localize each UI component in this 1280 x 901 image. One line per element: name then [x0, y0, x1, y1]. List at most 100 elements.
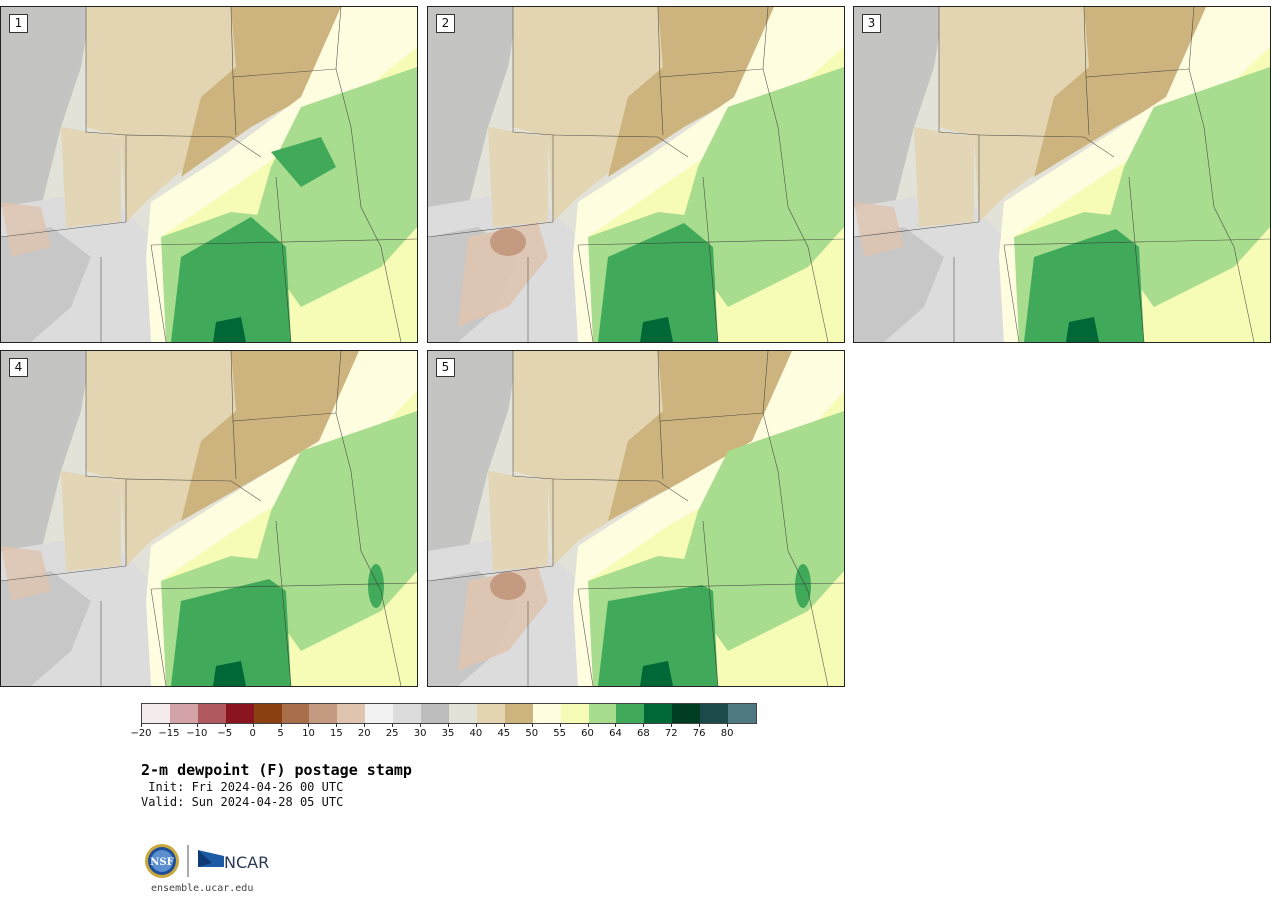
terrain-gray-area — [854, 227, 944, 342]
colorbar-tick-label: 76 — [692, 728, 706, 739]
colorbar-tick-label: 5 — [277, 728, 284, 739]
colorbar-tick-label: 72 — [664, 728, 678, 739]
state-border — [150, 582, 417, 590]
state-border — [125, 478, 262, 502]
member-label-4: 4 — [9, 358, 28, 377]
moist-light-green-region — [251, 67, 417, 307]
ncar-logo-text: NCAR — [224, 853, 269, 872]
state-border — [335, 7, 402, 342]
colorbar-tick-label: 0 — [249, 728, 256, 739]
colorbar-tick — [503, 723, 505, 727]
state-border — [150, 244, 167, 342]
state-border — [577, 588, 594, 686]
colorbar-tick — [531, 723, 533, 727]
colorbar-tick — [727, 723, 729, 727]
colorbar-tick-label: 15 — [329, 728, 343, 739]
state-border — [659, 76, 664, 136]
map-panel-1: 1 — [0, 6, 418, 343]
state-border — [854, 221, 980, 238]
colorbar-swatch — [504, 704, 533, 723]
colorbar-swatch — [393, 704, 422, 723]
dry-tan-area — [61, 471, 121, 571]
state-border — [938, 7, 980, 222]
colorbar-tick-label: −5 — [217, 728, 233, 739]
colorbar-tick-label: −20 — [130, 728, 152, 739]
state-border — [1003, 244, 1020, 342]
state-border — [1188, 7, 1255, 342]
humid-green-region — [171, 217, 291, 342]
terrain-gray-area — [1, 7, 91, 237]
terrain-gray-area — [428, 7, 518, 237]
state-border — [1, 221, 127, 238]
colorbar-swatch — [337, 704, 366, 723]
state-border — [150, 238, 417, 246]
very-humid-patch — [640, 317, 673, 342]
map-panel-2: 2 — [427, 6, 845, 343]
colorbar-swatch — [253, 704, 282, 723]
colorbar-tick — [336, 723, 338, 727]
humid-green-patch — [795, 564, 811, 608]
colorbar-tick — [224, 723, 226, 727]
state-border — [1128, 176, 1145, 342]
state-border — [512, 7, 554, 222]
humid-green-region — [171, 579, 291, 686]
member-label-2: 2 — [436, 14, 455, 33]
colorbar-tick-label: 68 — [636, 728, 650, 739]
state-border — [85, 351, 127, 566]
state-border — [978, 134, 1115, 158]
colorbar-tick — [364, 723, 366, 727]
colorbar-tick-label: 64 — [609, 728, 622, 739]
colorbar-tick-label: 30 — [413, 728, 427, 739]
ncar-logo-icon: NCAR — [198, 850, 269, 872]
colorbar-swatch — [672, 704, 701, 723]
colorbar-swatch — [616, 704, 645, 723]
very-humid-patch — [213, 661, 246, 686]
colorbar-swatch — [448, 704, 477, 723]
member-label-3: 3 — [862, 14, 881, 33]
dry-brown-area — [854, 202, 904, 257]
colorbar-tick-label: 80 — [720, 728, 734, 739]
terrain-gray-area — [1, 571, 91, 686]
colorbar-tick — [615, 723, 617, 727]
dry-tan-area — [61, 127, 121, 227]
colorbar-tick — [699, 723, 701, 727]
dewpoint-map-4 — [1, 351, 417, 686]
colorbar-tick — [420, 723, 422, 727]
nsf-logo-icon: NSF — [145, 844, 179, 878]
colorbar-tick — [196, 723, 198, 727]
state-border — [428, 565, 554, 582]
dewpoint-map-2 — [428, 7, 844, 342]
colorbar-tick-label: −15 — [158, 728, 180, 739]
moist-light-green-region — [678, 67, 844, 307]
colorbar-tick-label: 20 — [357, 728, 371, 739]
member-label-1: 1 — [9, 14, 28, 33]
colorbar-swatch — [421, 704, 449, 723]
map-panel-3: 3 — [853, 6, 1271, 343]
dry-brown-area — [1, 202, 51, 257]
dry-brown-area — [1, 546, 51, 601]
dewpoint-map-3 — [854, 7, 1270, 342]
state-border — [275, 520, 292, 686]
state-border — [232, 420, 237, 480]
colorbar-tick — [168, 723, 170, 727]
moist-light-green-region — [1104, 67, 1270, 307]
colorbar-tick — [392, 723, 394, 727]
colorbar-swatch — [142, 704, 170, 723]
colorbar-tick-label: 45 — [497, 728, 511, 739]
terrain-gray-area — [1, 227, 91, 342]
state-border — [577, 582, 844, 590]
state-border — [702, 520, 719, 686]
state-border — [762, 351, 829, 686]
colorbar-tick — [643, 723, 645, 727]
state-border — [85, 7, 127, 222]
colorbar-tick-label: 25 — [385, 728, 399, 739]
state-border — [577, 238, 844, 246]
terrain-gray-area — [428, 351, 518, 581]
colorbar-swatch — [225, 704, 254, 723]
state-border — [1, 565, 127, 582]
very-humid-patch — [1066, 317, 1099, 342]
state-border — [552, 478, 689, 502]
dry-brown-area — [458, 222, 548, 327]
state-border — [659, 420, 664, 480]
colorbar-swatch — [197, 704, 226, 723]
